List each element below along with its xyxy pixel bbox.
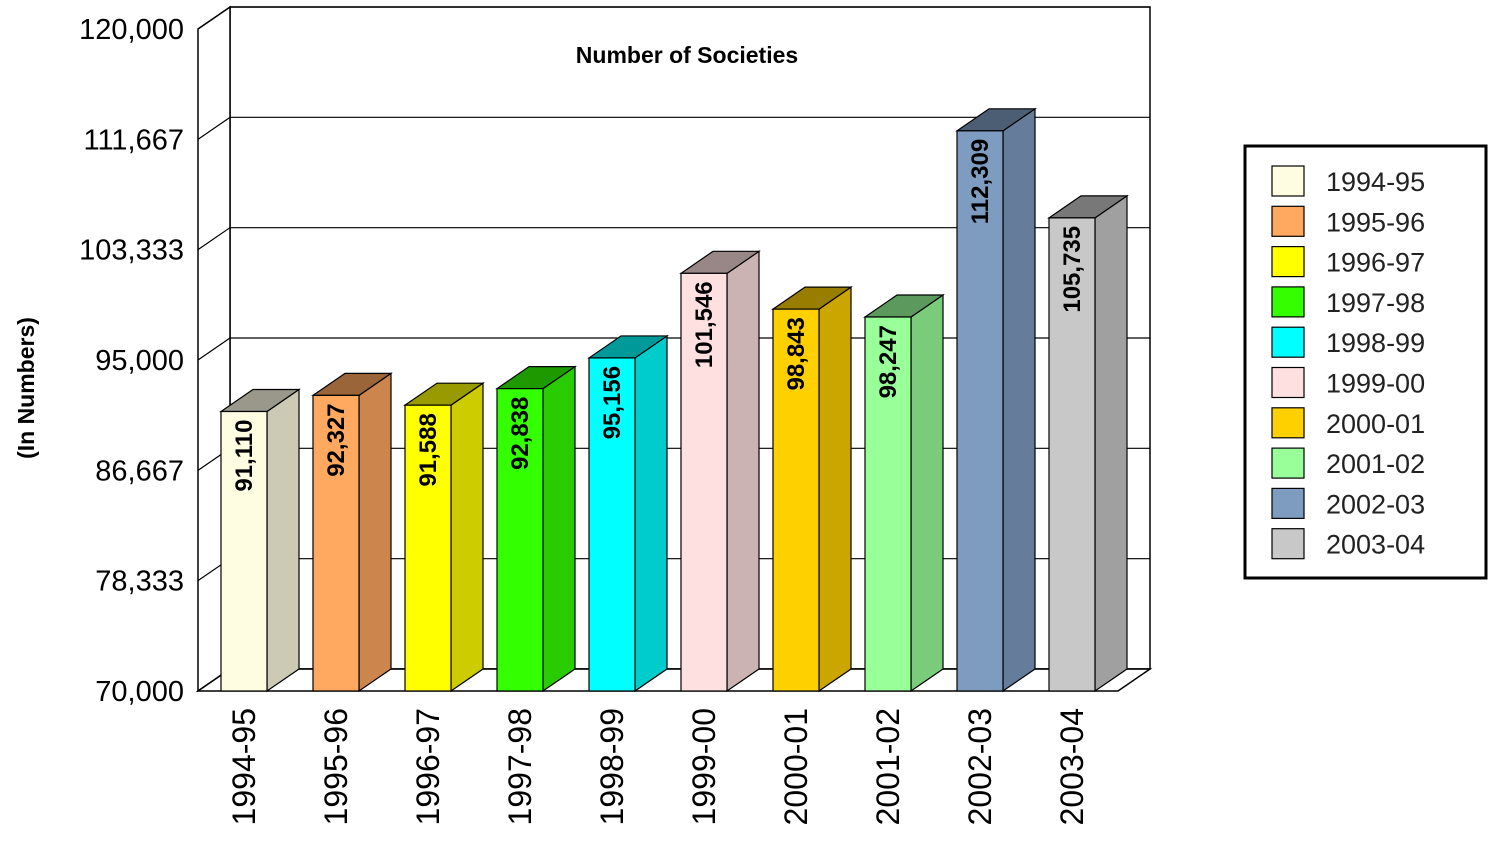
data-label: 92,327 <box>323 403 350 476</box>
data-label: 91,110 <box>231 420 258 492</box>
bar <box>403 382 485 693</box>
legend-entry: 1997-98 <box>1271 286 1425 318</box>
bar <box>679 250 761 693</box>
legend-entry: 2001-02 <box>1271 447 1425 479</box>
legend-swatch <box>1271 407 1305 439</box>
data-label: 98,247 <box>875 325 902 398</box>
x-axis-ticks: 1994-95 1995-96 1996-97 1997-98 1998-99 1999-… <box>226 708 1090 825</box>
legend-entry: 1995-96 <box>1271 205 1425 237</box>
bar-front <box>404 404 452 692</box>
legend-swatch <box>1271 447 1305 479</box>
bar-front <box>956 130 1004 692</box>
data-label: 91,588 <box>415 413 442 486</box>
legend-label: 2002-03 <box>1326 489 1425 519</box>
bar <box>311 372 393 693</box>
y-tick-label: 78,333 <box>95 566 184 598</box>
bar <box>863 293 945 693</box>
bar <box>495 365 577 693</box>
y-tick-label: 111,667 <box>83 124 184 156</box>
legend-swatch <box>1271 246 1305 278</box>
bar-front <box>220 410 268 692</box>
data-label: 92,838 <box>507 397 534 470</box>
bar-side <box>450 382 484 693</box>
bar <box>587 334 669 693</box>
bar-front <box>864 316 912 692</box>
y-tick-label: 103,333 <box>79 235 184 267</box>
x-tick-label: 1995-96 <box>318 708 354 825</box>
y-tick-label: 86,667 <box>95 455 184 487</box>
legend-swatch <box>1271 205 1305 237</box>
gridline <box>197 6 1150 30</box>
y-tick-label: 95,000 <box>95 345 184 377</box>
legend-entry: 2003-04 <box>1271 528 1425 560</box>
bar-front <box>588 357 636 692</box>
legend-swatch <box>1271 528 1305 560</box>
legend-label: 2003-04 <box>1326 530 1425 560</box>
bar-side <box>818 285 852 693</box>
legend-entry: 1999-00 <box>1271 366 1425 399</box>
x-tick-label: 1994-95 <box>226 708 262 825</box>
bar-side <box>266 388 300 693</box>
data-label: 112,309 <box>967 139 994 224</box>
legend-swatch <box>1271 366 1305 399</box>
gridline <box>197 227 1150 251</box>
bar-side <box>1002 107 1036 693</box>
x-tick-label: 2002-03 <box>962 708 998 825</box>
bar-front <box>772 308 820 692</box>
legend-swatch <box>1271 165 1305 197</box>
bar <box>771 285 853 693</box>
bars <box>219 107 1129 693</box>
bar-side <box>542 365 576 693</box>
legend: 1994-95 1995-96 1996-97 1997-98 1998-99 1999-… <box>1243 144 1488 580</box>
legend-label: 1994-95 <box>1326 167 1425 197</box>
bar <box>1047 194 1129 693</box>
bar-side <box>726 250 760 693</box>
x-tick-label: 2000-01 <box>778 708 814 825</box>
y-tick-label: 70,000 <box>95 676 184 708</box>
y-tick-label: 120,000 <box>79 14 184 46</box>
legend-swatch <box>1271 487 1305 519</box>
x-tick-label: 1998-99 <box>594 708 630 825</box>
y-axis-label: (In Numbers) <box>13 317 39 459</box>
legend-entry: 1998-99 <box>1271 326 1425 358</box>
data-labels: 91,110 92,327 91,588 92,838 95,156 101,546 98,… <box>231 139 1086 492</box>
x-tick-label: 2003-04 <box>1054 708 1090 825</box>
legend-swatch <box>1271 326 1305 358</box>
legend-entry: 2002-03 <box>1271 487 1425 519</box>
legend-label: 2001-02 <box>1326 449 1425 479</box>
bar <box>219 388 301 693</box>
bar-front <box>680 272 728 692</box>
bar-side <box>634 334 668 693</box>
x-tick-label: 1997-98 <box>502 708 538 825</box>
legend-swatch <box>1271 286 1305 318</box>
legend-entry: 1996-97 <box>1271 246 1425 278</box>
bar-side <box>1094 194 1128 693</box>
bar-front <box>496 388 544 692</box>
chart-title: Number of Societies <box>576 42 798 68</box>
bar-front <box>1048 217 1096 692</box>
data-label: 98,843 <box>783 317 810 390</box>
legend-label: 1999-00 <box>1326 369 1425 399</box>
legend-entry: 1994-95 <box>1271 165 1425 197</box>
legend-label: 1996-97 <box>1326 248 1425 278</box>
bar-side <box>910 293 944 693</box>
x-tick-label: 2001-02 <box>870 708 906 825</box>
legend-label: 1995-96 <box>1326 207 1425 237</box>
legend-label: 2000-01 <box>1326 409 1425 439</box>
data-label: 105,735 <box>1059 226 1086 313</box>
data-label: 95,156 <box>599 366 626 439</box>
bar-front <box>312 394 360 692</box>
data-label: 101,546 <box>691 281 718 368</box>
gridline <box>197 116 1150 140</box>
legend-label: 1998-99 <box>1326 328 1425 358</box>
legend-label: 1997-98 <box>1326 288 1425 318</box>
bar-side <box>358 372 392 693</box>
y-axis-ticks: 70,000 78,333 86,667 95,000 103,333 111,667 12… <box>79 14 184 708</box>
x-tick-label: 1996-97 <box>410 708 446 825</box>
bar <box>955 107 1037 693</box>
legend-entry: 2000-01 <box>1271 407 1425 439</box>
x-tick-label: 1999-00 <box>686 708 722 825</box>
